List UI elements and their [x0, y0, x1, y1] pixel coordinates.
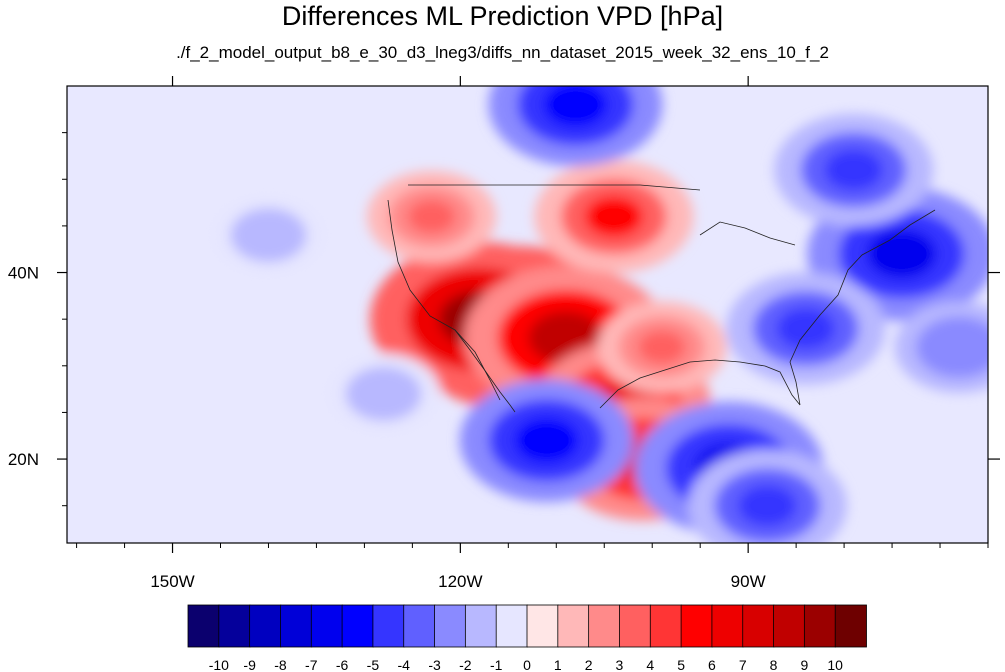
colorbar-swatch	[434, 604, 467, 648]
plot-frame	[66, 85, 989, 544]
colorbar-swatch	[834, 604, 867, 648]
colorbar-label: -7	[305, 657, 318, 672]
canada-border-line	[408, 184, 701, 191]
colorbar-label: -9	[243, 657, 256, 672]
florida-line	[764, 361, 801, 406]
field-region-core	[776, 307, 835, 350]
colorbar-swatch	[711, 604, 744, 648]
field-region-core	[867, 229, 937, 279]
colorbar-swatch	[680, 604, 713, 648]
colorbar-label: 10	[827, 657, 843, 672]
colorbar: -10 -9 -8 -7 -6 -5 -4 -3 -2 -1 0 1 2 3 4 5 6 7 8 9 10	[187, 604, 867, 672]
field-region-core	[584, 195, 643, 238]
colorbar-label: -5	[367, 657, 380, 672]
colorbar-label: 4	[646, 657, 654, 672]
field-region-core	[543, 86, 608, 128]
colorbar-label: -8	[274, 657, 287, 672]
x-tick-label: 150W	[150, 572, 194, 591]
colorbar-swatch	[403, 604, 436, 648]
colorbar-swatch	[557, 604, 590, 648]
colorbar-swatch	[464, 604, 498, 648]
field-region-core	[638, 330, 686, 364]
colorbar-label: 3	[616, 657, 624, 672]
colorbar-swatch	[803, 604, 837, 648]
field-region-core	[514, 417, 579, 463]
colorbar-swatch	[249, 604, 282, 648]
colorbar-swatch	[341, 604, 374, 648]
colorbar-label: -10	[209, 657, 229, 672]
difference-field	[211, 86, 988, 543]
colorbar-label: -1	[490, 657, 503, 672]
field-region-core	[738, 485, 797, 527]
coastlines	[387, 184, 936, 413]
gulf-coast-line	[599, 359, 766, 409]
field-region-core	[824, 149, 883, 191]
colorbar-label: 2	[585, 657, 593, 672]
chart-subtitle: ./f_2_model_output_b8_e_30_d3_lneg3/diff…	[176, 43, 829, 62]
great-lakes-line	[699, 221, 796, 246]
colorbar-swatch	[280, 604, 313, 648]
field-region-core	[407, 199, 456, 234]
colorbar-swatch	[526, 604, 559, 648]
east-coast-line	[789, 209, 936, 363]
colorbar-swatch	[773, 604, 806, 648]
colorbar-label: 8	[770, 657, 778, 672]
plot-area	[67, 86, 988, 543]
colorbar-swatch	[310, 604, 343, 648]
colorbar-swatch	[495, 604, 528, 648]
colorbar-label: -4	[398, 657, 411, 672]
colorbar-swatch	[742, 604, 775, 648]
colorbar-label: -6	[336, 657, 349, 672]
y-tick-label: 40N	[8, 264, 39, 283]
colorbar-label: -2	[459, 657, 472, 672]
chart-title: Differences ML Prediction VPD [hPa]	[281, 1, 724, 31]
field-region-core	[362, 378, 405, 409]
colorbar-swatch	[218, 604, 251, 648]
colorbar-label: 6	[708, 657, 716, 672]
y-tick-label: 20N	[8, 450, 39, 469]
colorbar-label: 0	[523, 657, 531, 672]
axes: 150W 120W 90W 20N 40N	[8, 76, 1000, 591]
colorbar-swatch	[649, 604, 682, 648]
baja-coast-line	[454, 329, 516, 413]
colorbar-label: 9	[800, 657, 808, 672]
x-tick-label: 90W	[731, 572, 766, 591]
colorbar-label: 1	[554, 657, 562, 672]
colorbar-label: 7	[739, 657, 747, 672]
colorbar-swatch	[588, 604, 621, 648]
colorbar-swatch	[187, 604, 220, 648]
colorbar-label: -3	[428, 657, 441, 672]
field-region-core	[247, 220, 290, 251]
colorbar-swatch	[619, 604, 652, 648]
colorbar-label: 5	[677, 657, 685, 672]
colorbar-swatch	[372, 604, 405, 648]
field-region-core	[935, 330, 983, 364]
x-tick-label: 120W	[438, 572, 482, 591]
